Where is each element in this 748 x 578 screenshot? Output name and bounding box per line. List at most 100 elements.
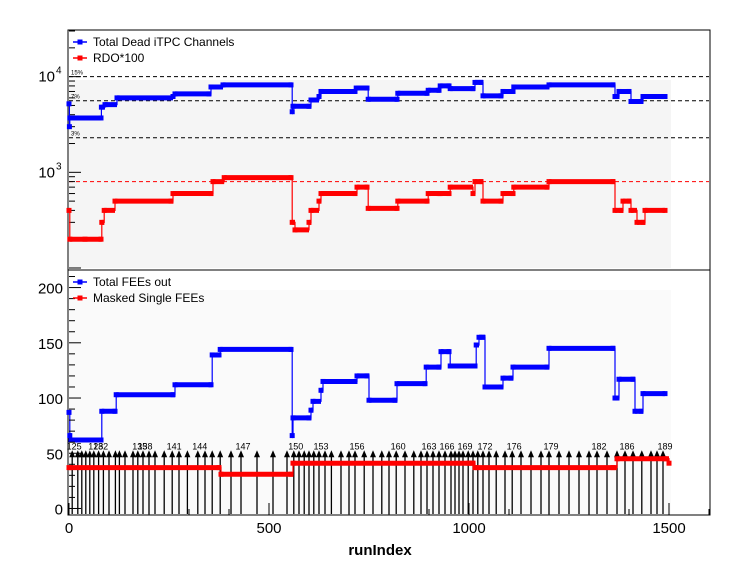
threshold-label: 7% <box>71 95 80 101</box>
run-marker-arrowhead <box>378 450 385 458</box>
run-marker-label: 160 <box>391 441 406 451</box>
run-marker-arrowhead <box>448 450 454 458</box>
run-marker-label: 135 <box>132 441 147 451</box>
run-marker-arrowhead <box>176 450 182 458</box>
run-marker-label: 179 <box>543 441 558 451</box>
run-marker-arrowhead <box>86 450 93 458</box>
run-marker-arrowhead <box>270 450 276 458</box>
run-marker-arrowhead <box>301 450 308 458</box>
run-marker-arrowhead <box>152 450 158 458</box>
run-marker-arrowhead <box>209 450 216 458</box>
run-marker-arrowhead <box>586 450 592 458</box>
y-tick-label: 10 <box>38 69 55 86</box>
run-marker-label: 163 <box>421 441 436 451</box>
y-tick-label: 10 <box>38 164 55 181</box>
run-marker-arrowhead <box>228 450 234 458</box>
run-marker-arrowhead <box>402 450 408 458</box>
run-marker-arrowhead <box>470 450 476 458</box>
run-marker-label: 125 <box>67 441 82 451</box>
run-marker-arrowhead <box>284 450 290 458</box>
run-marker-arrowhead <box>100 450 107 458</box>
run-marker-arrowhead <box>654 450 660 458</box>
run-marker-label: 189 <box>657 441 672 451</box>
y-tick-label: 0 <box>55 501 63 518</box>
bottom-series-point <box>666 460 672 466</box>
run-marker-arrowhead <box>290 450 297 458</box>
threshold-label: 15% <box>71 71 84 77</box>
bottom-legend: Total FEEs out Masked Single FEEs <box>73 275 204 305</box>
run-marker-label: 153 <box>313 441 328 451</box>
run-marker-arrowhead <box>184 450 191 458</box>
run-marker-arrowhead <box>528 450 534 458</box>
x-tick-label: 1500 <box>652 520 685 537</box>
run-marker-arrowhead <box>546 450 552 458</box>
legend-label: Masked Single FEEs <box>93 291 204 305</box>
run-marker-arrowhead <box>78 450 85 458</box>
run-marker-arrowhead <box>338 450 344 458</box>
run-marker-arrowhead <box>112 450 119 458</box>
run-marker-arrowhead <box>90 450 97 458</box>
run-marker-arrowhead <box>630 450 636 458</box>
run-marker-arrowhead <box>370 450 376 458</box>
run-marker-label: 141 <box>167 441 182 451</box>
run-marker-arrowhead <box>480 450 486 458</box>
run-marker-arrowhead <box>254 450 260 458</box>
run-marker-arrowhead <box>194 450 201 458</box>
y-tick-exponent: 3 <box>56 161 62 172</box>
run-marker-arrowhead <box>518 450 524 458</box>
run-marker-arrowhead <box>424 450 430 458</box>
y-tick-label: 100 <box>38 391 63 408</box>
run-marker-arrowhead <box>238 450 244 458</box>
bottom-series-band-1 <box>69 456 669 477</box>
run-marker-arrowhead <box>538 450 544 458</box>
run-marker-arrowhead <box>122 450 128 458</box>
run-marker-arrowhead <box>202 450 208 458</box>
x-tick-label: 500 <box>256 520 281 537</box>
bottom-x-axis: 0 500 1000 1500 <box>65 503 710 537</box>
legend-swatch-marker <box>77 279 83 285</box>
run-marker-arrowhead <box>638 450 645 458</box>
run-marker-label: 166 <box>439 441 454 451</box>
x-axis-label: runIndex <box>348 542 412 559</box>
run-marker-arrowhead <box>456 450 462 458</box>
run-marker-arrowhead <box>474 450 481 458</box>
run-marker-label: 150 <box>288 441 303 451</box>
run-marker-arrowhead <box>460 450 466 458</box>
run-marker-label: 169 <box>457 441 472 451</box>
run-marker-arrowhead <box>82 450 89 458</box>
legend-swatch-marker <box>77 39 83 45</box>
run-marker-arrowhead <box>509 450 516 458</box>
run-marker-arrowhead <box>604 450 610 458</box>
run-marker-arrowhead <box>393 450 400 458</box>
run-marker-arrowhead <box>436 450 442 458</box>
run-marker-label: 138 <box>137 441 152 451</box>
run-marker-arrowhead <box>660 450 666 458</box>
run-marker-arrowhead <box>410 450 417 458</box>
x-tick-label: 0 <box>65 520 73 537</box>
run-marker-arrowhead <box>306 450 312 458</box>
run-marker-arrowhead <box>418 450 424 458</box>
run-marker-arrowhead <box>486 450 492 458</box>
run-marker-arrowhead <box>430 450 436 458</box>
run-marker-label: 186 <box>619 441 634 451</box>
legend-label: Total FEEs out <box>93 275 172 289</box>
run-marker-arrowhead <box>566 450 572 458</box>
run-marker-arrowhead <box>465 450 472 458</box>
run-marker-arrowhead <box>134 450 141 458</box>
run-marker-arrowhead <box>576 450 582 458</box>
run-marker-label: 182 <box>591 441 606 451</box>
run-marker-label: 132 <box>93 441 108 451</box>
run-marker-arrowhead <box>217 450 224 458</box>
bottom-series-group <box>66 334 672 477</box>
run-marker-arrowhead <box>622 450 628 458</box>
run-marker-label: 156 <box>349 441 364 451</box>
run-marker-arrowhead <box>352 450 358 458</box>
run-marker-arrowhead <box>556 450 562 458</box>
run-marker-arrowhead <box>116 450 123 458</box>
run-marker-arrowhead <box>95 450 102 458</box>
run-marker-arrowhead <box>169 450 176 458</box>
run-marker-label: 172 <box>477 441 492 451</box>
